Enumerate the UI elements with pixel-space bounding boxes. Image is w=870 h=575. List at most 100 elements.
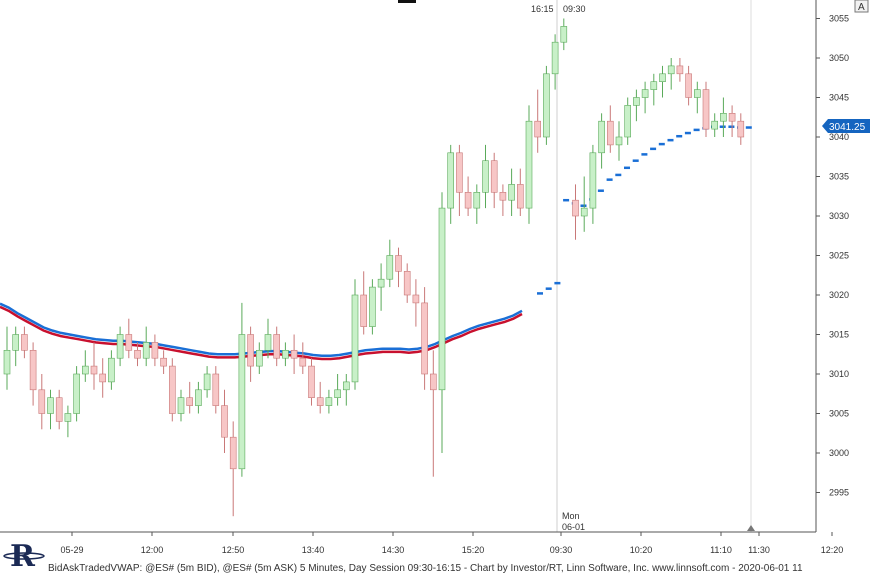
candle	[464, 192, 472, 209]
candle	[693, 89, 701, 98]
session-day-label: Mon	[562, 511, 580, 521]
price-tag: 3041.25	[822, 119, 870, 133]
candle	[508, 184, 515, 201]
candle	[290, 349, 298, 359]
x-tick-label: 12:00	[141, 545, 164, 555]
candle	[560, 26, 568, 43]
candle	[142, 342, 150, 359]
x-tick-label: 14:30	[382, 545, 405, 555]
candle	[412, 294, 420, 304]
candle	[342, 381, 350, 391]
session-date-label: 06-01	[562, 522, 585, 532]
logo-letter: R	[10, 539, 36, 574]
candle	[543, 73, 550, 138]
linnsoft-logo: R	[3, 538, 45, 574]
current-bar-marker	[747, 525, 755, 531]
candle	[221, 405, 228, 438]
candle	[47, 397, 54, 414]
candle	[264, 334, 272, 351]
candle	[386, 255, 394, 280]
candle	[551, 41, 559, 75]
candle	[3, 349, 11, 375]
x-tick-label: 05-29	[60, 545, 83, 555]
candle	[247, 334, 254, 367]
candle	[711, 120, 719, 130]
y-axis-ticks: 2995 3000 3005 3010 3015 3020 3025 3030 3035 3040…	[816, 14, 849, 498]
candle	[90, 365, 98, 375]
candle	[116, 334, 124, 359]
candle	[438, 207, 446, 391]
candle	[516, 184, 524, 209]
candle	[659, 73, 666, 83]
candle	[64, 413, 72, 422]
session-close-time: 16:15	[531, 4, 554, 14]
footer-caption: BidAskTradedVWAP: @ES# (5m BID), @ES# (5…	[48, 563, 803, 574]
y-tick-label: 3030	[829, 211, 849, 221]
candle	[299, 357, 307, 367]
candle	[598, 120, 605, 154]
candle	[308, 365, 315, 399]
candle	[403, 270, 411, 296]
candle	[12, 334, 19, 351]
top-marker	[398, 0, 416, 3]
candle	[273, 334, 281, 359]
candle	[615, 136, 623, 146]
candle	[29, 349, 37, 391]
x-tick-label: 09:30	[550, 545, 573, 555]
candle	[473, 192, 481, 209]
candle	[580, 207, 588, 217]
candle	[737, 120, 745, 138]
candle	[676, 65, 684, 75]
candle	[641, 89, 649, 98]
x-tick-label: 11:30	[748, 545, 770, 555]
candle	[203, 373, 211, 391]
candle	[238, 334, 246, 470]
candle	[702, 89, 710, 130]
y-tick-label: 3005	[829, 409, 849, 419]
candle	[482, 160, 489, 193]
candle	[134, 349, 141, 359]
x-tick-label: 12:20	[821, 545, 844, 555]
corner-button-label: A	[858, 2, 865, 13]
candle	[525, 120, 533, 209]
corner-button[interactable]: A	[854, 0, 869, 13]
candle	[667, 65, 675, 75]
candle	[633, 97, 640, 106]
x-tick-label: 13:40	[302, 545, 325, 555]
candle	[490, 160, 498, 193]
candle	[360, 294, 368, 327]
candle	[572, 199, 579, 217]
x-tick-label: 12:50	[222, 545, 245, 555]
candle	[151, 342, 159, 359]
candle	[82, 365, 89, 375]
candle	[212, 373, 220, 406]
candle	[589, 152, 597, 209]
candlestick-series	[3, 18, 745, 517]
y-tick-label: 3055	[829, 14, 849, 24]
candle	[534, 120, 542, 138]
candle	[38, 389, 46, 414]
candle	[316, 397, 324, 406]
candle	[728, 113, 736, 122]
candle	[351, 294, 359, 383]
candle	[125, 334, 133, 351]
candle	[325, 397, 333, 406]
candle	[624, 105, 632, 138]
candle	[421, 302, 428, 375]
candle	[73, 373, 80, 414]
x-tick-label: 10:20	[630, 545, 653, 555]
candle	[447, 152, 455, 209]
candle	[186, 397, 193, 406]
candle	[720, 113, 727, 122]
candle	[377, 278, 385, 288]
candle	[369, 286, 376, 327]
candle	[177, 397, 185, 414]
y-tick-label: 2995	[829, 488, 849, 498]
x-tick-label: 11:10	[710, 545, 732, 555]
candle	[499, 192, 507, 201]
candle	[334, 389, 341, 398]
y-tick-label: 3035	[829, 172, 849, 182]
candle	[21, 334, 28, 351]
session-open-time: 09:30	[563, 4, 586, 14]
